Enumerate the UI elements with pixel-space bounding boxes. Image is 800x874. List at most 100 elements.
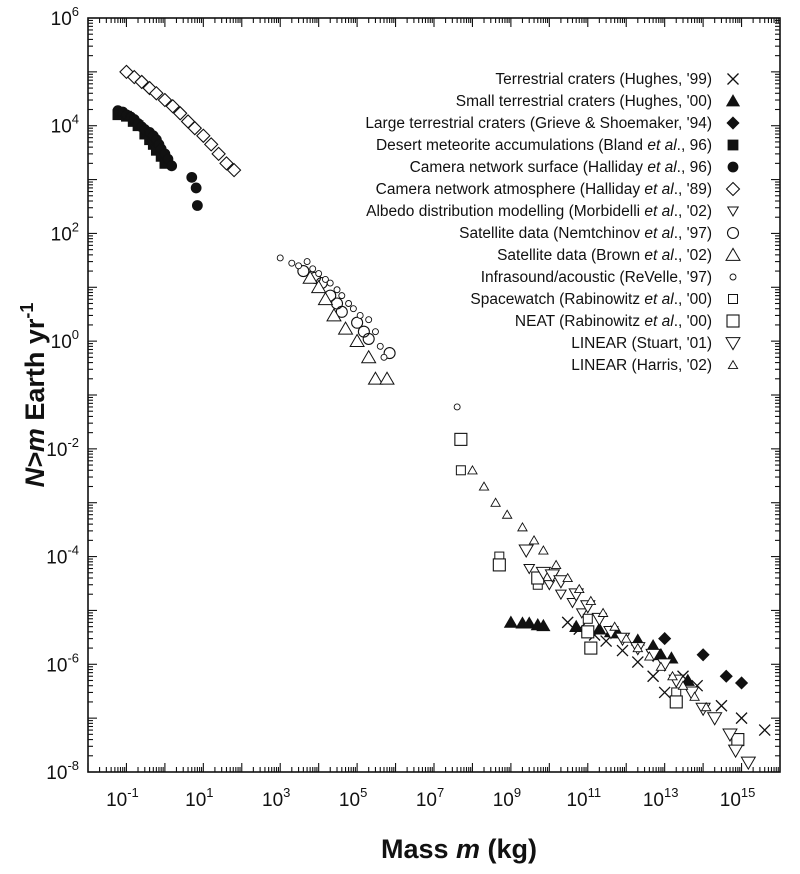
legend: Terrestrial craters (Hughes, '99) Small t…: [365, 71, 741, 374]
data-point: [667, 670, 678, 681]
legend-label-part: ., '97): [674, 225, 712, 242]
data-point: [383, 347, 396, 360]
data-point: [302, 270, 318, 284]
data-point: [315, 270, 323, 277]
legend-label-part: ., '00): [674, 291, 712, 308]
legend-entry: Terrestrial craters (Hughes, '99): [495, 71, 712, 88]
legend-marker: [725, 94, 741, 107]
legend-entry: Albedo distribution modelling (Morbidell…: [366, 203, 712, 220]
x-tick-exponent: 7: [437, 785, 444, 800]
y-axis-title-suffix: Earth yr: [20, 318, 50, 428]
x-tick-exponent: 15: [741, 785, 755, 800]
x-tick-base: 10: [643, 790, 664, 811]
legend-marker: [726, 206, 740, 217]
y-tick-base: 10: [46, 763, 67, 784]
data-point: [295, 262, 303, 270]
data-point: [326, 307, 342, 322]
legend-label-part: ., '00): [674, 313, 712, 330]
y-tick-exponent: 2: [72, 219, 79, 234]
data-point: [335, 305, 348, 318]
data-point: [715, 699, 728, 712]
legend-label-part: Small terrestrial craters (Hughes, '00): [456, 93, 712, 110]
y-tick-exponent: -4: [67, 543, 79, 558]
data-point: [219, 156, 234, 171]
data-point: [734, 676, 749, 690]
data-point: [309, 265, 317, 273]
data-point: [700, 701, 712, 712]
legend-label-part: et al: [647, 137, 677, 154]
x-tick-exponent: 11: [588, 785, 602, 800]
y-tick-exponent: -8: [67, 758, 79, 773]
data-point: [187, 120, 203, 136]
data-point: [740, 756, 757, 771]
data-point: [632, 642, 644, 653]
data-point: [196, 128, 211, 144]
legend-entry: Satellite data (Nemtchinov et al., '97): [459, 225, 712, 242]
data-point: [658, 686, 671, 699]
legend-entry: Camera network surface (Halliday et al.,…: [410, 159, 712, 176]
x-tick-exponent: -1: [127, 785, 139, 800]
series-points: [302, 270, 395, 385]
series-points: [119, 64, 242, 178]
x-axis-title-var: m: [456, 834, 480, 864]
data-point: [276, 254, 284, 262]
legend-label-part: Desert meteorite accumulations (Bland: [376, 137, 647, 154]
axis-ticks: [87, 18, 780, 773]
legend-label-part: et al: [644, 203, 674, 220]
x-tick-base: 10: [720, 790, 741, 811]
x-tick-base: 10: [493, 790, 514, 811]
legend-entry: Spacewatch (Rabinowitz et al., '00): [470, 291, 712, 308]
data-point: [569, 619, 584, 632]
x-tick-base: 10: [339, 790, 360, 811]
data-point: [349, 333, 365, 348]
data-point: [643, 651, 655, 661]
legend-entry: NEAT (Rabinowitz et al., '00): [515, 313, 712, 330]
data-point: [365, 316, 373, 324]
x-axis-title-suffix: (kg): [480, 834, 537, 864]
legend-marker: [726, 116, 740, 130]
legend-label-part: Terrestrial craters (Hughes, '99): [495, 71, 712, 88]
data-point: [356, 311, 364, 319]
data-point: [333, 286, 341, 294]
data-point: [669, 695, 683, 709]
legend-label-part: NEAT (Rabinowitz: [515, 313, 645, 330]
y-tick-exponent: 0: [72, 327, 79, 342]
x-axis-title-prefix: Mass: [381, 834, 456, 864]
data-point: [727, 744, 744, 759]
data-point: [584, 641, 598, 655]
data-point: [758, 724, 771, 737]
legend-marker: [726, 314, 740, 328]
x-tick-label: 107: [416, 785, 444, 811]
x-tick-exponent: 3: [283, 785, 290, 800]
data-point: [211, 146, 226, 162]
legend-entry: Small terrestrial craters (Hughes, '00): [456, 93, 712, 110]
series-points: [112, 105, 203, 211]
data-point: [655, 661, 667, 671]
legend-marker: [727, 73, 739, 85]
legend-entry: LINEAR (Stuart, '01): [571, 335, 712, 352]
data-point: [523, 563, 536, 575]
data-point: [719, 669, 733, 683]
legend-label-part: et al: [644, 247, 674, 264]
legend-marker: [725, 337, 741, 351]
data-point: [631, 656, 644, 669]
data-point: [536, 618, 551, 632]
y-tick-base: 10: [51, 117, 72, 138]
data-point: [561, 616, 574, 629]
x-tick-label: 1013: [643, 785, 679, 811]
data-point: [522, 616, 537, 629]
y-tick-label: 102: [51, 219, 79, 245]
legend-entry: Satellite data (Brown et al., '02): [497, 247, 712, 264]
data-point: [191, 200, 203, 211]
series-points: [658, 632, 749, 690]
data-point: [338, 292, 346, 300]
y-tick-base: 10: [51, 332, 72, 353]
x-tick-label: 101: [185, 785, 213, 811]
data-point: [592, 622, 607, 635]
series-points: [276, 254, 461, 411]
data-point: [467, 464, 478, 475]
data-point: [186, 171, 198, 183]
legend-label-part: LINEAR (Stuart, '01): [571, 335, 712, 352]
data-point: [566, 598, 579, 609]
data-point: [550, 559, 562, 569]
